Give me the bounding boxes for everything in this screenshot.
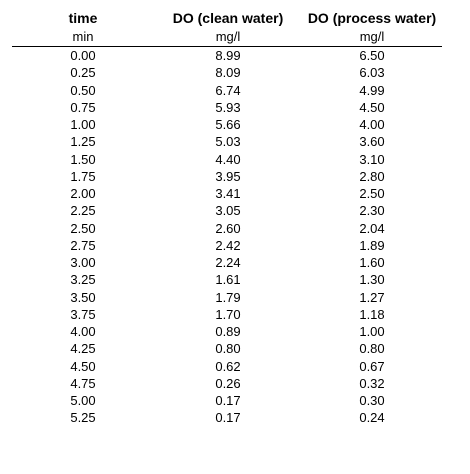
- table-row: 4.25 0.80 0.80: [12, 340, 442, 357]
- cell-do-process-water: 2.80: [359, 168, 385, 184]
- cell-time: 4.75: [70, 375, 96, 391]
- table-row: 0.75 5.93 4.50: [12, 99, 442, 116]
- table-row: 0.25 8.09 6.03: [12, 64, 442, 81]
- cell-do-clean-water: 0.62: [215, 358, 241, 374]
- header-time: time: [68, 10, 98, 26]
- cell-do-process-water: 4.50: [359, 99, 385, 115]
- cell-time: 0.25: [70, 65, 96, 81]
- cell-time: 1.75: [70, 168, 96, 184]
- cell-time: 4.25: [70, 341, 96, 357]
- cell-do-clean-water: 2.24: [215, 255, 241, 271]
- header-row: time DO (clean water) DO (process water): [12, 9, 442, 28]
- table-row: 5.00 0.17 0.30: [12, 392, 442, 409]
- table-row: 0.00 8.99 6.50: [12, 47, 442, 65]
- cell-do-clean-water: 3.95: [215, 168, 241, 184]
- cell-do-process-water: 2.50: [359, 186, 385, 202]
- table-row: 3.00 2.24 1.60: [12, 254, 442, 271]
- cell-do-clean-water: 3.05: [215, 203, 241, 219]
- cell-do-process-water: 1.00: [359, 324, 385, 340]
- cell-do-clean-water: 0.26: [215, 375, 241, 391]
- cell-do-process-water: 1.27: [359, 289, 385, 305]
- table-row: 2.25 3.05 2.30: [12, 202, 442, 219]
- cell-do-process-water: 2.04: [359, 220, 385, 236]
- cell-time: 2.75: [70, 237, 96, 253]
- cell-do-process-water: 1.18: [359, 306, 385, 322]
- header-do-process-water: DO (process water): [307, 10, 437, 26]
- table-row: 4.00 0.89 1.00: [12, 323, 442, 340]
- cell-time: 4.50: [70, 358, 96, 374]
- cell-do-clean-water: 0.17: [215, 410, 241, 426]
- cell-time: 3.50: [70, 289, 96, 305]
- cell-time: 1.25: [70, 134, 96, 150]
- cell-time: 5.25: [70, 410, 96, 426]
- cell-time: 2.00: [70, 186, 96, 202]
- cell-do-clean-water: 2.60: [215, 220, 241, 236]
- table-row: 4.50 0.62 0.67: [12, 358, 442, 375]
- cell-do-process-water: 4.99: [359, 82, 385, 98]
- cell-do-clean-water: 1.61: [215, 272, 241, 288]
- cell-do-clean-water: 4.40: [215, 151, 241, 167]
- cell-do-process-water: 2.30: [359, 203, 385, 219]
- cell-do-clean-water: 5.03: [215, 134, 241, 150]
- cell-do-clean-water: 8.09: [215, 65, 241, 81]
- cell-do-process-water: 0.67: [359, 358, 385, 374]
- table-row: 2.00 3.41 2.50: [12, 185, 442, 202]
- cell-time: 3.75: [70, 306, 96, 322]
- cell-do-clean-water: 6.74: [215, 82, 241, 98]
- table-row: 2.50 2.60 2.04: [12, 220, 442, 237]
- table-row: 2.75 2.42 1.89: [12, 237, 442, 254]
- cell-time: 5.00: [70, 393, 96, 409]
- header-do-clean-water: DO (clean water): [172, 10, 284, 26]
- table-row: 3.50 1.79 1.27: [12, 289, 442, 306]
- table-row: 1.25 5.03 3.60: [12, 133, 442, 150]
- table-row: 0.50 6.74 4.99: [12, 82, 442, 99]
- unit-do-process-water: mg/l: [302, 28, 442, 47]
- cell-do-process-water: 3.10: [359, 151, 385, 167]
- cell-do-process-water: 4.00: [359, 117, 385, 133]
- cell-do-process-water: 1.30: [359, 272, 385, 288]
- cell-do-clean-water: 3.41: [215, 186, 241, 202]
- cell-do-process-water: 3.60: [359, 134, 385, 150]
- cell-do-clean-water: 1.70: [215, 306, 241, 322]
- cell-do-clean-water: 0.17: [215, 393, 241, 409]
- cell-time: 2.50: [70, 220, 96, 236]
- cell-time: 4.00: [70, 324, 96, 340]
- unit-time: min: [12, 28, 154, 47]
- cell-time: 0.00: [70, 48, 96, 64]
- cell-do-clean-water: 2.42: [215, 237, 241, 253]
- cell-time: 0.50: [70, 82, 96, 98]
- table-row: 3.75 1.70 1.18: [12, 306, 442, 323]
- cell-do-process-water: 0.80: [359, 341, 385, 357]
- table-row: 1.50 4.40 3.10: [12, 151, 442, 168]
- cell-do-process-water: 6.03: [359, 65, 385, 81]
- cell-time: 1.00: [70, 117, 96, 133]
- cell-do-clean-water: 5.93: [215, 99, 241, 115]
- cell-do-process-water: 0.30: [359, 393, 385, 409]
- table-row: 4.75 0.26 0.32: [12, 375, 442, 392]
- cell-time: 3.25: [70, 272, 96, 288]
- do-table: time DO (clean water) DO (process water)…: [12, 9, 442, 427]
- cell-do-process-water: 1.89: [359, 237, 385, 253]
- cell-do-process-water: 0.32: [359, 375, 385, 391]
- table-row: 5.25 0.17 0.24: [12, 409, 442, 426]
- cell-time: 3.00: [70, 255, 96, 271]
- cell-do-clean-water: 0.80: [215, 341, 241, 357]
- cell-do-process-water: 1.60: [359, 255, 385, 271]
- cell-do-clean-water: 8.99: [215, 48, 241, 64]
- cell-do-clean-water: 1.79: [215, 289, 241, 305]
- table-body: 0.00 8.99 6.50 0.25 8.09 6.03 0.50 6.74 4.99 0.75…: [12, 47, 442, 427]
- cell-time: 1.50: [70, 151, 96, 167]
- unit-do-clean-water: mg/l: [154, 28, 302, 47]
- cell-time: 2.25: [70, 203, 96, 219]
- cell-do-clean-water: 5.66: [215, 117, 241, 133]
- cell-time: 0.75: [70, 99, 96, 115]
- units-row: min mg/l mg/l: [12, 28, 442, 47]
- cell-do-clean-water: 0.89: [215, 324, 241, 340]
- cell-do-process-water: 0.24: [359, 410, 385, 426]
- cell-do-process-water: 6.50: [359, 48, 385, 64]
- table-row: 1.75 3.95 2.80: [12, 168, 442, 185]
- table-row: 1.00 5.66 4.00: [12, 116, 442, 133]
- table-row: 3.25 1.61 1.30: [12, 271, 442, 288]
